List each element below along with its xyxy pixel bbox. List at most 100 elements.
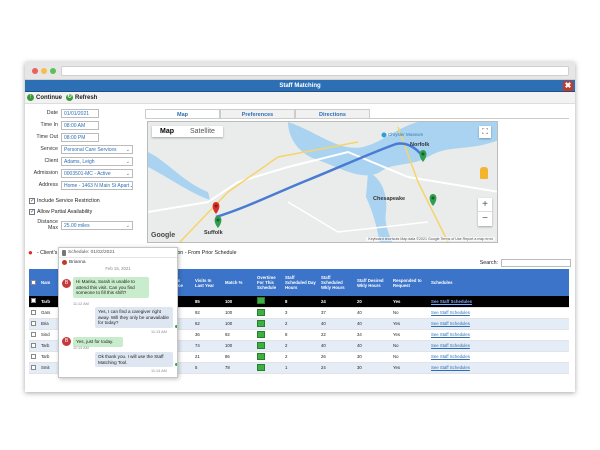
checkbox-checked-icon[interactable]: ✓ (29, 208, 36, 215)
message-time: 11:12 AM (73, 302, 89, 306)
close-dot-icon[interactable] (32, 68, 38, 74)
cell-desired: 34 (355, 329, 391, 341)
service-select[interactable]: Personal Care Services ⌄ (61, 144, 133, 154)
pegman-icon[interactable] (480, 167, 488, 179)
checkbox-icon[interactable] (31, 364, 36, 370)
cell-desired: 40 (355, 318, 391, 330)
see-schedules-link[interactable]: See Staff Schedules (431, 354, 470, 359)
satellite-view-button[interactable]: Satellite (190, 128, 215, 135)
chat-date: Feb 15, 2021 (105, 266, 131, 271)
sent-status-icon (175, 363, 177, 366)
col-responded[interactable]: Responded to Request (391, 269, 429, 296)
map-view[interactable]: Norfolk Chesapeake Suffolk Chrysler Muse… (147, 121, 498, 243)
col-day-hours[interactable]: Staff Scheduled Day Hours (283, 269, 319, 296)
tab-preferences[interactable]: Preferences (220, 109, 295, 118)
cell-responded: Yes (391, 318, 429, 330)
cell-responded: No (391, 351, 429, 363)
city-norfolk: Norfolk (410, 142, 430, 148)
allow-partial-option[interactable]: ✓ Allow Partial Availability (27, 206, 138, 217)
minimize-dot-icon[interactable] (41, 68, 47, 74)
checkbox-icon[interactable] (31, 342, 36, 348)
see-schedules-link[interactable]: See Staff Schedules (431, 365, 470, 370)
paperclip-icon (62, 249, 66, 256)
overtime-indicator (257, 330, 265, 338)
chat-popup: Schedule: 01/02/2021 Brianna Feb 15, 202… (58, 247, 178, 378)
dialog-title: Staff Matching (279, 83, 321, 89)
chevron-down-icon: ⌄ (125, 170, 130, 177)
fullscreen-icon[interactable]: ⛶ (479, 126, 491, 138)
col-desired-hours[interactable]: Staff Desired Wkly Hours (355, 269, 391, 296)
checkbox-icon[interactable] (31, 309, 36, 315)
tab-directions[interactable]: Directions (295, 109, 370, 118)
table-search: Search: (480, 259, 571, 267)
schedule-form: Date 01/01/2021 Time In 08:00 AM Time Out 0… (25, 105, 140, 245)
river-west (148, 152, 210, 200)
chat-contact[interactable]: Brianna (59, 258, 177, 266)
time-in-field[interactable]: 08:00 AM (61, 120, 99, 130)
maximize-dot-icon[interactable] (50, 68, 56, 74)
checkbox-checked-icon[interactable]: ✓ (29, 197, 36, 204)
staff-pin-red[interactable] (212, 202, 220, 214)
checkbox-icon[interactable] (31, 331, 36, 337)
message-time: 11:14 AM (151, 369, 167, 373)
city-chesapeake: Chesapeake (373, 196, 406, 202)
zoom-in-icon[interactable]: + (478, 198, 492, 212)
see-schedules-link[interactable]: See Staff Schedules (431, 343, 470, 348)
address-select[interactable]: Home - 1463 N Main St Apart⌄ (61, 180, 133, 190)
museum-marker-icon[interactable] (381, 132, 387, 138)
search-input[interactable] (501, 259, 571, 267)
staff-pin-green-norfolk[interactable] (419, 150, 427, 162)
tab-map[interactable]: Map (145, 109, 220, 118)
distance-max-select[interactable]: 25.00 miles ⌄ (61, 220, 133, 230)
cell-desired: 40 (355, 307, 391, 319)
refresh-button[interactable]: ↻ Refresh (66, 94, 97, 101)
col-visits[interactable]: Visits In Last Year (193, 269, 223, 296)
water (288, 122, 497, 176)
admission-select[interactable]: 0003501-MC - Active ⌄ (61, 168, 133, 178)
cell-responded: No (391, 307, 429, 319)
checkbox-icon[interactable] (31, 298, 36, 304)
continue-button[interactable]: ↑ Continue (27, 94, 62, 101)
col-match[interactable]: Match % (223, 269, 255, 296)
checkbox-icon[interactable] (31, 279, 36, 285)
col-wkly-hours[interactable]: Staff Scheduled Wkly Hours (319, 269, 355, 296)
see-schedules-link[interactable]: See Staff Schedules (431, 332, 470, 337)
chat-header: Schedule: 01/02/2021 (59, 248, 177, 258)
see-schedules-link[interactable]: See Staff Schedules (431, 321, 470, 326)
chat-message: Yes, just for today. (73, 337, 123, 347)
chat-message: Yes, I can find a caregiver right away. … (95, 307, 173, 328)
chevron-down-icon: ⌄ (125, 158, 130, 165)
col-overtime[interactable]: Overtime For This Schedule (255, 269, 283, 296)
cell-wkly-hours: 37 (319, 307, 355, 319)
staff-pin-green-east[interactable] (429, 194, 437, 206)
map-view-button[interactable]: Map (160, 128, 174, 135)
route-line (215, 142, 425, 219)
cell-match: 92 (223, 329, 255, 341)
cell-visits: 21 (193, 351, 223, 363)
cell-responded: Yes (391, 296, 429, 308)
cell-desired: 20 (355, 296, 391, 308)
cell-day-hours: 2 (283, 351, 319, 363)
chevron-down-icon: ⌄ (129, 183, 132, 189)
message-time: 11:13 AM (151, 330, 167, 334)
zoom-out-icon[interactable]: − (482, 213, 488, 224)
see-schedules-link[interactable]: See Staff Schedules (431, 298, 473, 304)
close-icon[interactable]: ✖ (563, 81, 573, 91)
checkbox-icon[interactable] (31, 353, 36, 359)
cell-visits: 5 (193, 362, 223, 374)
col-schedules[interactable]: Schedules (429, 269, 569, 296)
cell-match: 86 (223, 351, 255, 363)
checkbox-icon[interactable] (31, 320, 36, 326)
date-field[interactable]: 01/01/2021 (61, 108, 99, 118)
client-pin-green[interactable] (214, 216, 222, 228)
see-schedules-link[interactable]: See Staff Schedules (431, 310, 470, 315)
cell-wkly-hours: 40 (319, 340, 355, 352)
address-bar[interactable] (61, 66, 569, 76)
distance-max-value: 25.00 miles (64, 222, 90, 229)
red-pin-icon: ● (28, 248, 33, 257)
include-restriction-option[interactable]: ✓ Include Service Restriction (27, 195, 138, 206)
google-logo: Google (151, 232, 176, 239)
time-out-field[interactable]: 08:00 PM (61, 132, 99, 142)
client-select[interactable]: Adams, Leigh ⌄ (61, 156, 133, 166)
select-all-header[interactable] (29, 269, 39, 296)
